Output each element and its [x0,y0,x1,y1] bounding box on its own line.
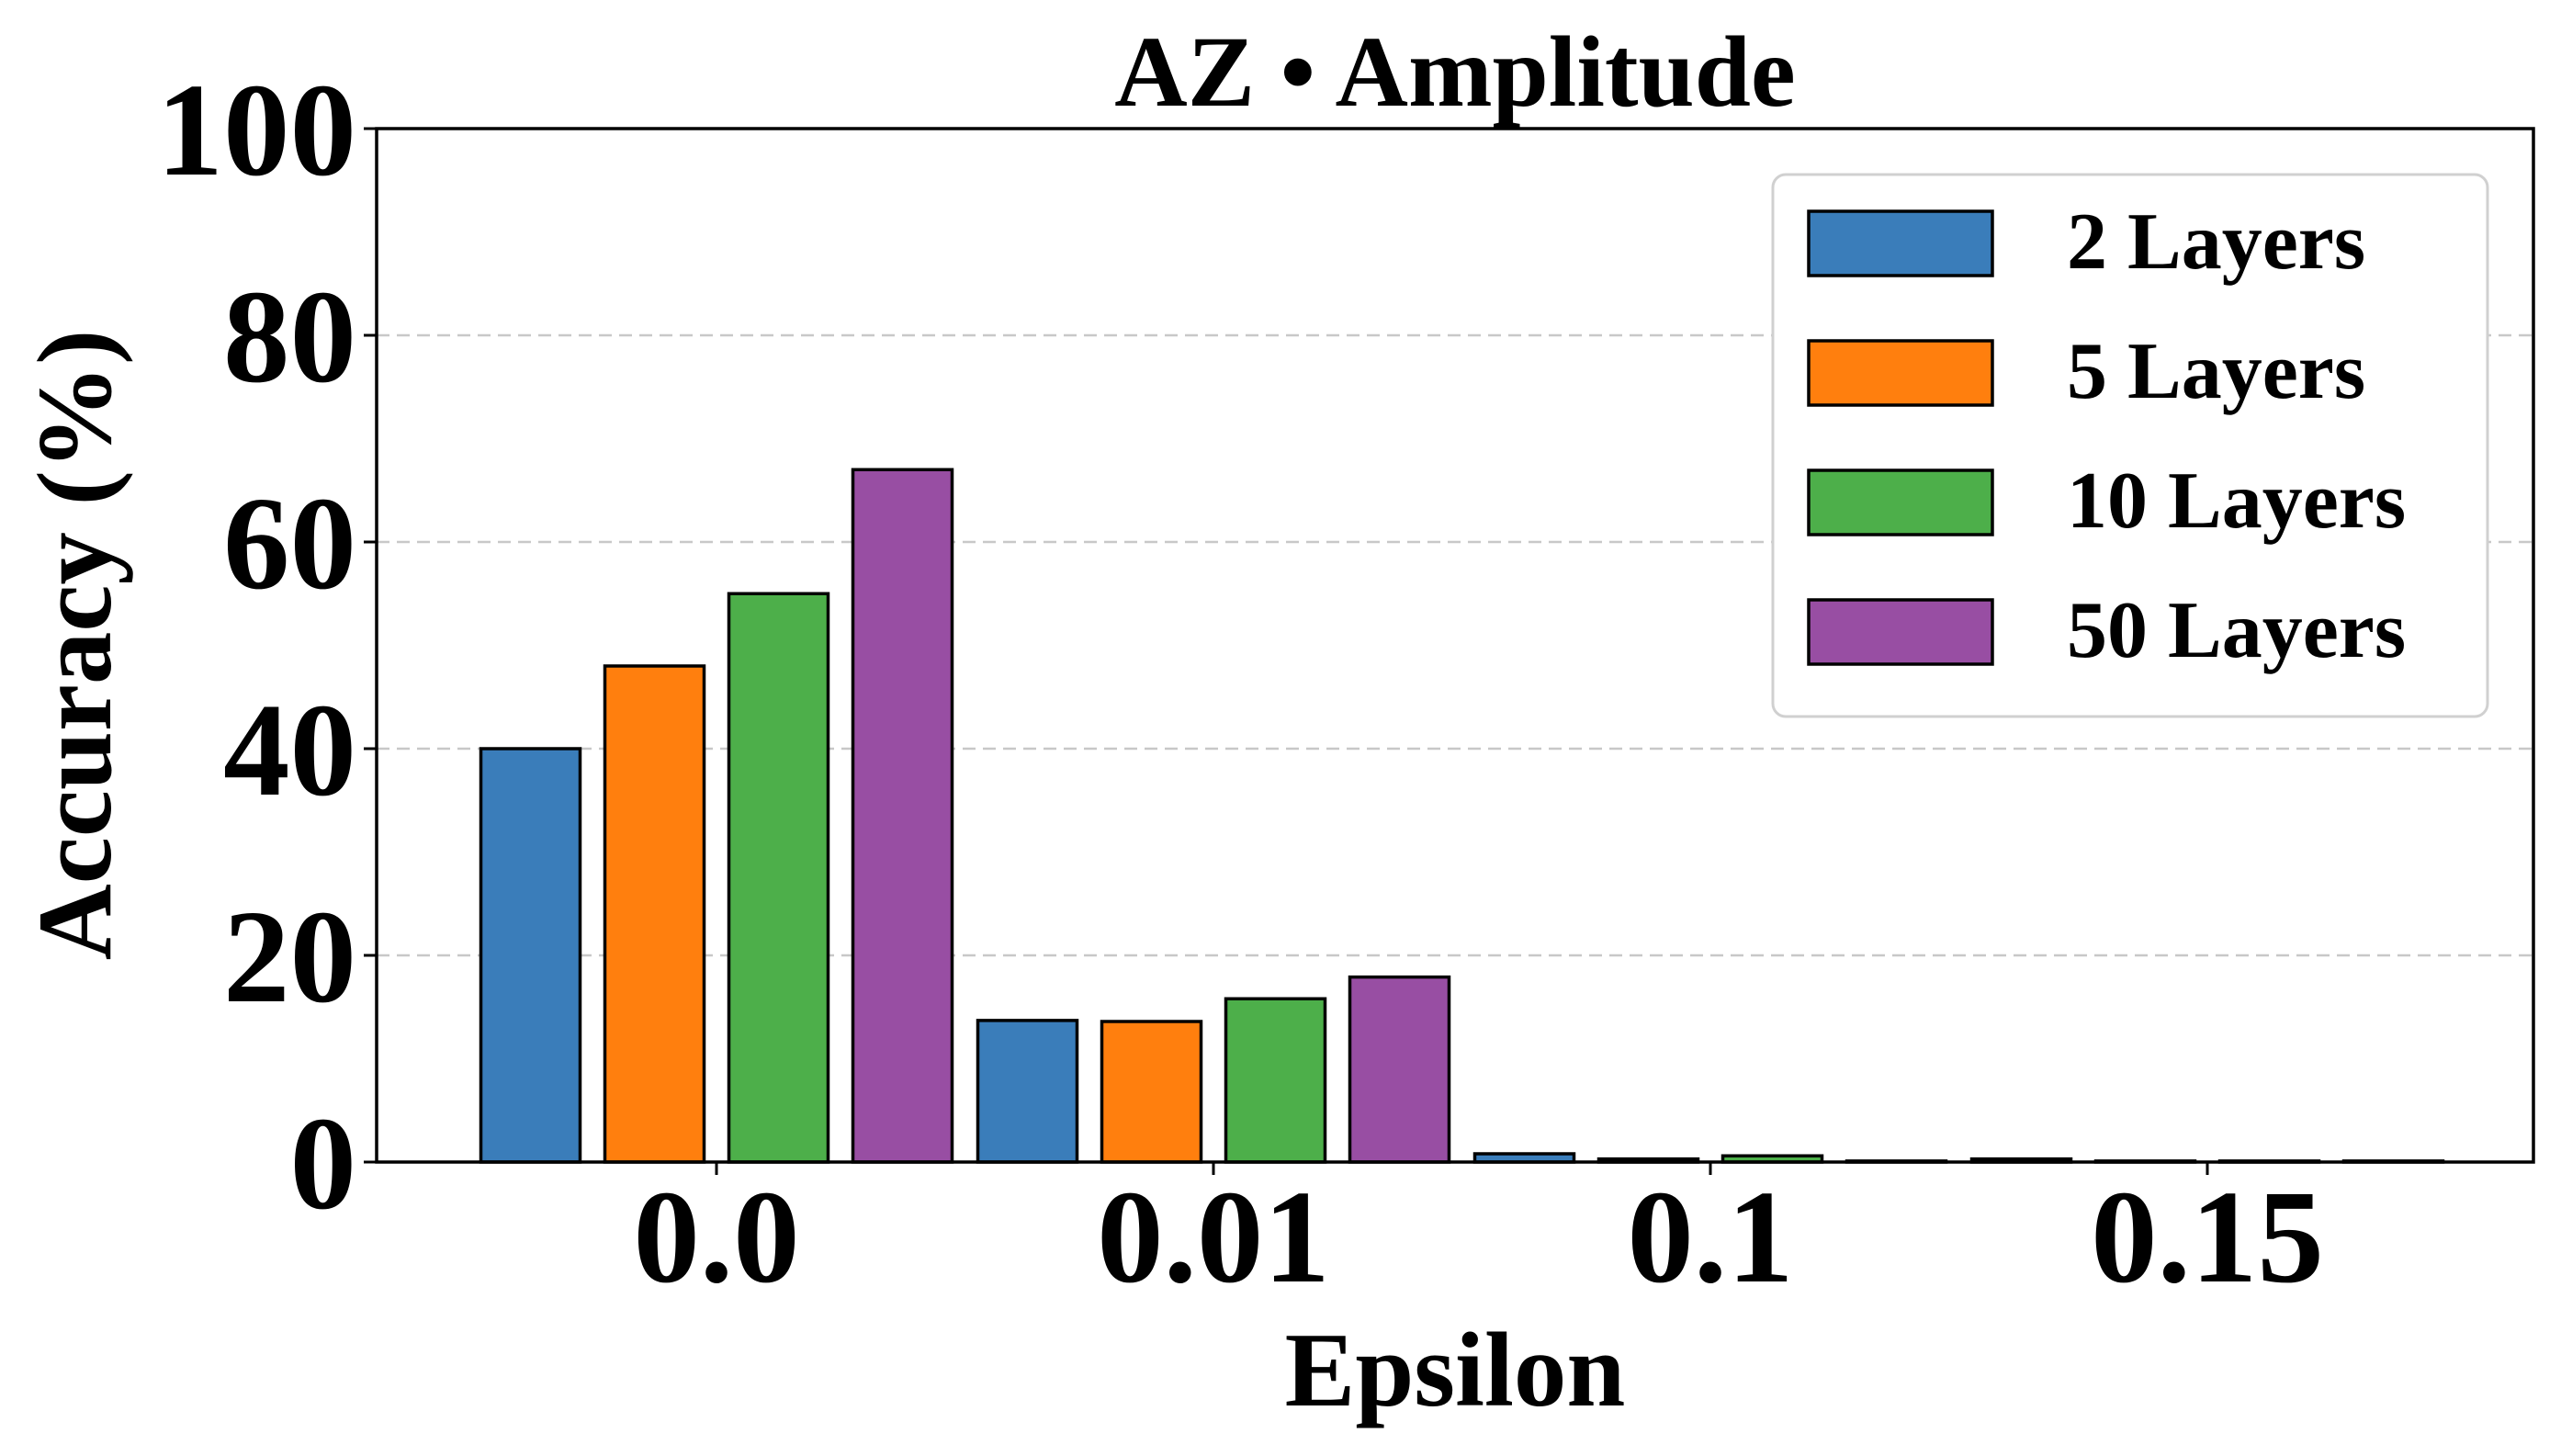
bars [479,468,2445,1164]
x-axis-label: Epsilon [1285,1312,1626,1428]
legend-label: 50 Layers [2067,586,2406,675]
bar-5-layers-eps-0_0 [603,664,706,1164]
chart-title: AZ • Amplitude [1114,16,1795,128]
legend-label: 5 Layers [2067,327,2365,416]
legend-swatch [1807,209,1994,277]
x-axis-ticks: 0.0 0.01 0.1 0.15 [633,1162,2324,1311]
legend-label: 2 Layers [2067,198,2365,287]
bar-50-layers-eps-0_0 [851,468,954,1164]
legend-swatch [1807,598,1994,666]
bar-5-layers-eps-0_01 [1100,1020,1203,1164]
legend-swatch [1807,468,1994,536]
legend-swatch [1807,339,1994,407]
legend-label: 10 Layers [2067,457,2406,546]
legend-frame [1771,173,2489,718]
bar-10-layers-eps-0_0 [727,592,830,1164]
bar-2-layers-eps-0_01 [976,1019,1079,1164]
legend-entry: 2 Layers [1807,198,2365,287]
legend: 2 Layers 5 Layers 10 Layers 50 Layers [1771,173,2489,718]
grid-lines [377,333,2533,957]
y-tick-label: 100 [157,57,357,204]
legend-entry: 50 Layers [1807,586,2406,675]
bar-50-layers-eps-0_01 [1348,975,1451,1164]
plot-area-frame [375,127,2535,1164]
y-tick-label: 60 [223,470,356,617]
legend-items: 2 Layers 5 Layers 10 Layers 50 Layers [1807,198,2406,675]
bar-10-layers-eps-0_01 [1224,997,1327,1164]
y-tick-label: 80 [223,264,356,411]
legend-entry: 5 Layers [1807,327,2365,416]
x-tick-label: 0.1 [1627,1164,1793,1311]
y-tick-label: 20 [223,884,356,1031]
legend-entry: 10 Layers [1807,457,2406,546]
y-axis-label: Accuracy (%) [17,330,133,961]
x-tick-label: 0.15 [2091,1164,2324,1311]
y-tick-label: 40 [223,677,356,824]
bar-2-layers-eps-0_0 [479,747,582,1164]
y-axis-ticks: 0 20 40 60 80 100 [157,57,377,1237]
y-tick-label: 0 [290,1090,357,1237]
x-tick-label: 0.0 [633,1164,799,1311]
x-tick-label: 0.01 [1097,1164,1330,1311]
